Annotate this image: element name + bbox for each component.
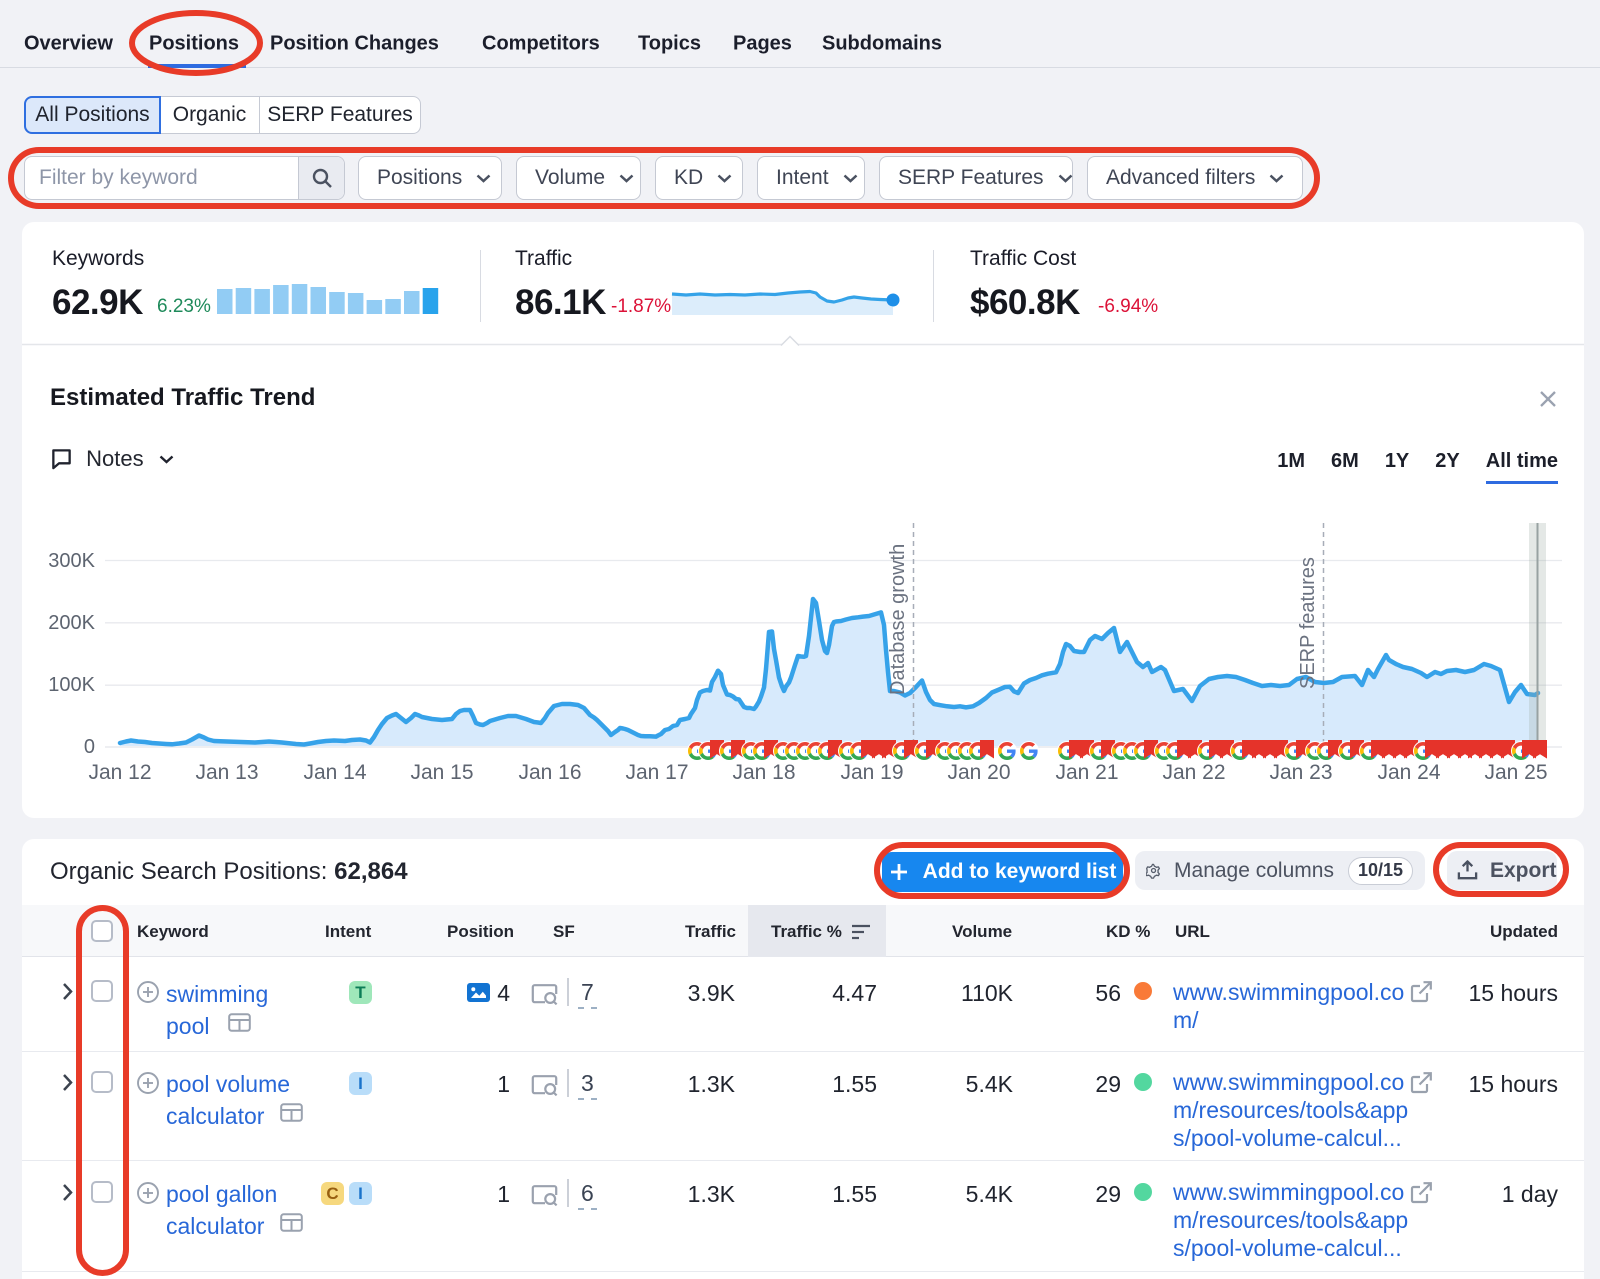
svg-text:Jan 20: Jan 20 <box>947 761 1010 784</box>
svg-text:Jan 25: Jan 25 <box>1484 761 1547 784</box>
svg-text:300K: 300K <box>48 550 95 572</box>
svg-text:Jan 17: Jan 17 <box>625 761 688 784</box>
svg-text:Jan 19: Jan 19 <box>840 761 903 784</box>
svg-text:Jan 22: Jan 22 <box>1162 761 1225 784</box>
svg-text:Jan 23: Jan 23 <box>1269 761 1332 784</box>
svg-text:Jan 14: Jan 14 <box>303 761 366 784</box>
svg-text:Database growth: Database growth <box>887 544 909 695</box>
svg-text:0: 0 <box>84 736 95 758</box>
svg-text:Jan 21: Jan 21 <box>1055 761 1118 784</box>
svg-text:SERP features: SERP features <box>1297 557 1319 689</box>
svg-text:200K: 200K <box>48 612 95 634</box>
svg-text:Jan 15: Jan 15 <box>410 761 473 784</box>
svg-text:Jan 24: Jan 24 <box>1377 761 1440 784</box>
svg-text:100K: 100K <box>48 674 95 696</box>
svg-text:Jan 12: Jan 12 <box>88 761 151 784</box>
svg-text:Jan 13: Jan 13 <box>195 761 258 784</box>
svg-text:Jan 18: Jan 18 <box>732 761 795 784</box>
svg-text:Jan 16: Jan 16 <box>518 761 581 784</box>
